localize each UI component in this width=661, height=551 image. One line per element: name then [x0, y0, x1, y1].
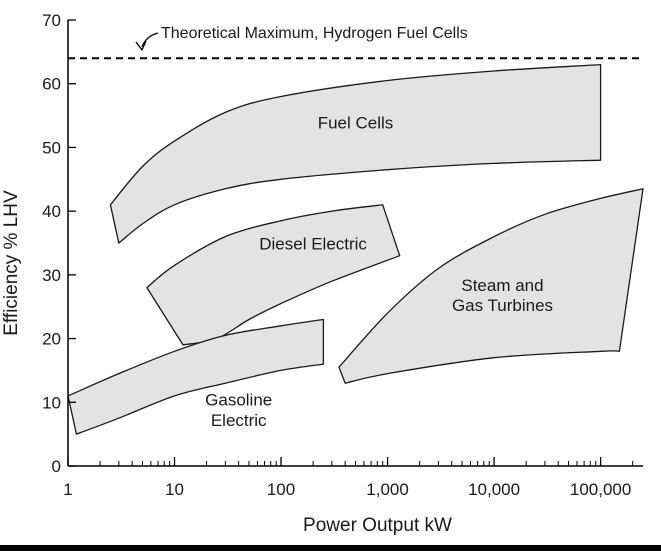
fuel-cells-band [109, 63, 602, 244]
reference-line-layer: Theoretical Maximum, Hydrogen Fuel Cells [68, 25, 640, 60]
y-tick-label: 30 [42, 266, 61, 285]
y-axis-title: Efficiency % LHV [1, 190, 22, 336]
fuel-cells-label-line: Fuel Cells [318, 113, 394, 132]
gasoline-electric-label-line: Gasoline [205, 391, 272, 410]
theoretical-maximum-label: Theoretical Maximum, Hydrogen Fuel Cells [161, 25, 468, 42]
annotation-arrow-shaft [141, 32, 159, 48]
y-tick-label: 20 [42, 330, 61, 349]
y-tick-label: 50 [42, 138, 61, 157]
x-tick-label: 1,000 [366, 480, 409, 499]
gasoline-electric-band [67, 318, 325, 435]
steam-and-gas-turbines-label: Steam and Gas Turbines [452, 276, 553, 315]
diesel-electric-label-line: Diesel Electric [259, 234, 367, 253]
axes-layer: 0 10 20 30 40 50 60 70 1 10 100 1,000 10,000 100,000 P… [1, 11, 643, 536]
y-tick-label: 0 [52, 457, 61, 476]
bottom-border [0, 545, 661, 551]
y-tick-label: 60 [42, 75, 61, 94]
regions-layer [67, 63, 644, 435]
y-tick-label: 40 [42, 202, 61, 221]
x-axis-title: Power Output kW [303, 515, 452, 536]
gasoline-electric-label: Gasoline Electric [205, 391, 272, 430]
steam-and-gas-turbines-label-line: Steam and [461, 276, 543, 295]
y-tick-label: 70 [42, 11, 61, 30]
steam-and-gas-turbines-label-line: Gas Turbines [452, 296, 553, 315]
x-tick-label: 10,000 [468, 480, 520, 499]
labels-layer: Fuel Cells Diesel Electric Gasoline Electri… [205, 113, 553, 430]
x-tick-label: 1 [63, 480, 72, 499]
annotation-arrow-head-icon [135, 40, 147, 52]
steam-and-gas-turbines-band [338, 188, 644, 384]
x-tick-label: 10 [165, 480, 184, 499]
gasoline-electric-label-line: Electric [211, 411, 267, 430]
x-tick-label: 100 [267, 480, 295, 499]
diesel-electric-label: Diesel Electric [259, 234, 367, 253]
x-tick-label: 100,000 [570, 480, 631, 499]
fuel-cells-label: Fuel Cells [318, 113, 394, 132]
y-tick-label: 10 [42, 393, 61, 412]
diesel-electric-band [146, 204, 401, 346]
